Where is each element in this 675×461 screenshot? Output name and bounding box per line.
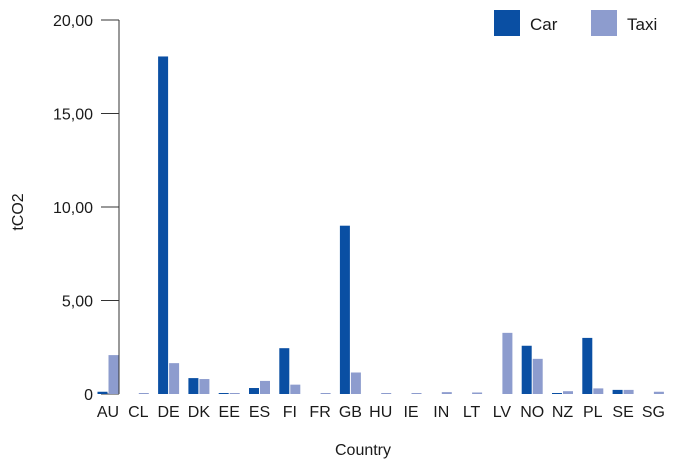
bar-taxi-ie xyxy=(411,393,422,394)
bar-car-no xyxy=(521,345,532,394)
y-axis-tick-label: 5,00 xyxy=(62,294,93,311)
y-axis-tick-label: 15,00 xyxy=(53,107,93,124)
x-axis-tick-label: DK xyxy=(188,404,211,421)
y-axis: 0 5,00 10,00 15,00 20,00 xyxy=(53,13,120,404)
y-axis-tick-label: 20,00 xyxy=(53,13,93,30)
legend-swatch-taxi xyxy=(591,10,617,36)
x-axis-tick-label: IN xyxy=(433,404,449,421)
y-axis-tick-label: 0 xyxy=(84,387,93,404)
x-axis-tick-label: EE xyxy=(219,404,240,421)
x-axis-tick-label: DE xyxy=(157,404,179,421)
legend-swatch-car xyxy=(494,10,520,36)
bar-taxi-dk xyxy=(199,379,210,394)
bar-taxi-lv xyxy=(502,332,513,394)
x-axis-tick-label: SE xyxy=(612,404,633,421)
bar-taxi-se xyxy=(623,389,634,394)
y-axis-tick-label: 10,00 xyxy=(53,200,93,217)
x-axis-title: Country xyxy=(335,442,391,459)
x-axis-tick-label: FR xyxy=(309,404,330,421)
y-axis-title: tCO2 xyxy=(10,193,27,230)
legend: Car Taxi xyxy=(494,10,657,36)
bar-taxi-au xyxy=(108,355,119,394)
bar-car-gb xyxy=(339,225,350,394)
x-axis-tick-label: IE xyxy=(403,404,418,421)
bar-car-es xyxy=(249,388,259,394)
x-axis-tick-labels: AU CL DE DK EE ES FI FR GB HU IE IN LT LV NO NZ PL SE SG xyxy=(97,404,665,421)
x-axis-tick-label: FI xyxy=(283,404,297,421)
bar-taxi-no xyxy=(532,358,543,394)
bar-taxi-es xyxy=(260,380,270,394)
x-axis-tick-label: GB xyxy=(339,404,362,421)
bar-car-nz xyxy=(552,393,562,394)
x-axis-tick-label: LV xyxy=(493,404,512,421)
x-axis-tick-label: LT xyxy=(463,404,481,421)
bars xyxy=(97,56,664,395)
bar-taxi-in xyxy=(441,392,452,394)
bar-car-fi xyxy=(279,348,290,394)
bar-car-pl xyxy=(582,337,593,394)
bar-car-dk xyxy=(188,378,199,394)
bar-taxi-de xyxy=(169,363,180,394)
x-axis-tick-label: HU xyxy=(369,404,392,421)
bar-taxi-hu xyxy=(381,393,392,394)
x-axis-tick-label: SG xyxy=(642,404,665,421)
bar-taxi-lt xyxy=(472,392,483,394)
bar-taxi-pl xyxy=(593,388,604,394)
bar-taxi-fr xyxy=(320,393,331,394)
bar-taxi-sg xyxy=(653,391,664,394)
bar-car-se xyxy=(612,389,623,394)
bar-car-au xyxy=(97,391,108,394)
x-axis-tick-label: ES xyxy=(249,404,270,421)
bar-car-ee xyxy=(218,393,229,394)
x-axis-tick-label: NO xyxy=(520,404,544,421)
bar-taxi-nz xyxy=(563,391,573,394)
x-axis-tick-label: CL xyxy=(128,404,149,421)
legend-label-taxi: Taxi xyxy=(627,15,657,34)
bar-car-de xyxy=(158,56,169,395)
legend-label-car: Car xyxy=(530,15,558,34)
x-axis-tick-label: AU xyxy=(97,404,119,421)
bar-taxi-ee xyxy=(229,393,240,394)
x-axis-tick-label: PL xyxy=(583,404,603,421)
x-axis-tick-label: NZ xyxy=(552,404,574,421)
bar-taxi-cl xyxy=(138,393,149,394)
bar-taxi-fi xyxy=(290,384,301,394)
bar-taxi-gb xyxy=(350,372,361,394)
